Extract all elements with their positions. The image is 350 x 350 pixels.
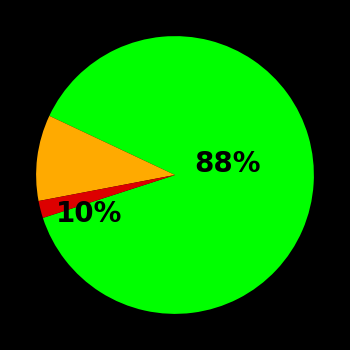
Text: 10%: 10% xyxy=(56,200,122,228)
Wedge shape xyxy=(43,36,314,314)
Wedge shape xyxy=(38,175,175,218)
Wedge shape xyxy=(36,116,175,201)
Text: 88%: 88% xyxy=(195,150,261,178)
